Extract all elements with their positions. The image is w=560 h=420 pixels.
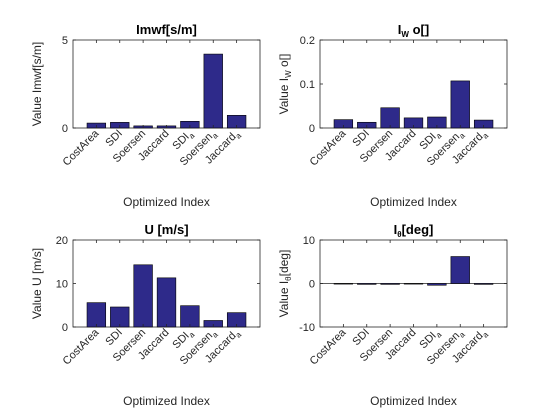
bar-Soersen <box>133 264 153 328</box>
y-tick-label: 10 <box>56 279 68 291</box>
bar-Soersen_a <box>450 80 470 129</box>
bar-CostArea <box>86 302 107 328</box>
axes-box <box>72 39 261 129</box>
bar-Jaccard_a <box>473 283 494 285</box>
y-tick-label: 0 <box>309 123 315 135</box>
bar-SDI <box>357 283 377 285</box>
y-tick-label: 20 <box>56 235 68 247</box>
x-axis-label: Optimized Index <box>123 394 210 408</box>
bar-SDI_a <box>180 305 200 328</box>
y-axis-label: Value Iθ[deg] <box>277 250 293 318</box>
x-axis-label: Optimized Index <box>123 195 210 209</box>
bar-SDI <box>110 306 130 328</box>
y-tick-label: 0.1 <box>300 79 315 91</box>
chart-title: U [m/s] <box>144 222 188 237</box>
y-tick-label: 0 <box>309 279 315 291</box>
bar-Jaccard <box>156 277 177 328</box>
bar-Soersen_a <box>450 256 470 284</box>
bar-SDI_a <box>427 283 447 286</box>
y-axis-label: Value IW o[] <box>277 54 293 115</box>
x-axis-label: Optimized Index <box>370 394 457 408</box>
y-tick-label: 0.2 <box>300 35 315 47</box>
y-tick-label: -10 <box>299 322 315 334</box>
chart-title: IW o[] <box>398 22 429 39</box>
x-axis-label: Optimized Index <box>370 195 457 209</box>
bar-CostArea <box>333 283 354 285</box>
y-axis-label: Value U [m/s] <box>30 248 44 319</box>
chart-title: Iθ[deg] <box>394 222 434 239</box>
y-tick-label: 0 <box>62 322 68 334</box>
axes-box <box>319 39 508 129</box>
y-tick-label: 10 <box>303 235 315 247</box>
y-axis-label: Value Imwf[s/m] <box>30 42 44 126</box>
bar-Jaccard <box>403 283 424 285</box>
y-tick-label: 0 <box>62 123 68 135</box>
bar-Soersen_a <box>203 53 223 129</box>
bar-Soersen <box>380 107 400 129</box>
y-tick-label: 5 <box>62 35 68 47</box>
bar-Soersen <box>380 283 400 285</box>
chart-title: Imwf[s/m] <box>136 22 197 37</box>
